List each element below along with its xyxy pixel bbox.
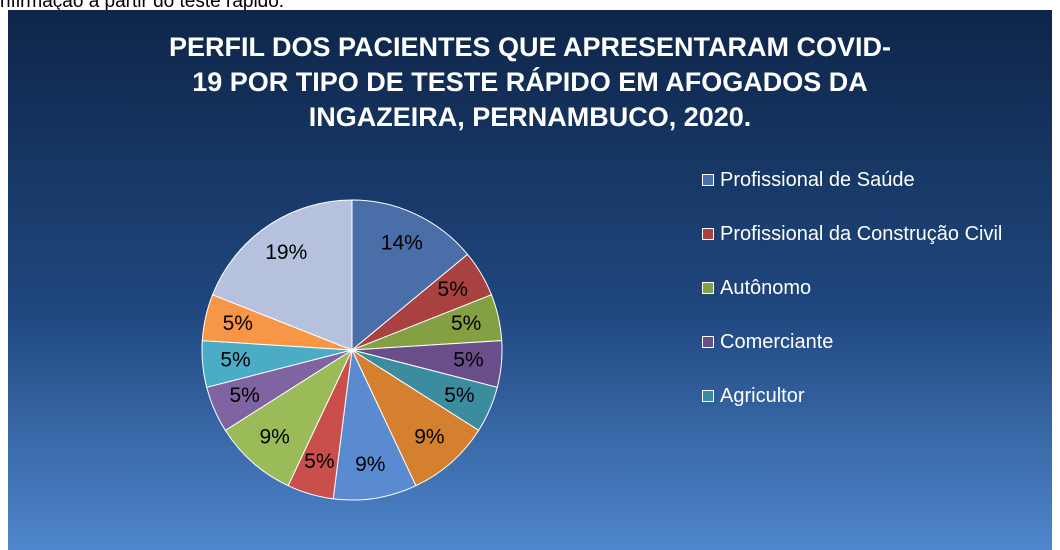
data-label: 5% [223,312,253,335]
data-label: 14% [381,232,423,255]
data-label: 5% [453,349,483,372]
legend-item: Agricultor [700,384,1040,408]
legend-item: Comerciante [700,330,1040,354]
legend-item: Profissional de Saúde [700,168,1040,192]
legend-swatch [702,174,714,186]
pie-slice [332,348,417,501]
data-label: 9% [414,425,444,448]
caption: nfirmação a partir do teste rápido. [0,0,285,12]
data-label: 9% [355,453,385,476]
data-label: 9% [259,425,289,448]
legend-label: Profissional da Construção Civil [720,223,1003,245]
legend-item: Autônomo [700,276,1040,300]
legend-swatch [702,228,714,240]
legend-swatch [702,336,714,348]
data-label: 5% [438,278,468,301]
data-label: 5% [229,384,259,407]
data-label: 5% [444,384,474,407]
legend: Profissional de Saúde Profissional da Con… [700,168,1040,438]
legend-swatch [702,390,714,402]
pie-slice [211,199,353,351]
data-label: 5% [451,312,481,335]
legend-swatch [702,282,714,294]
chart-panel [8,10,1052,550]
legend-label: Agricultor [720,385,805,407]
data-label: 5% [220,349,250,372]
legend-item: Profissional da Construção Civil [700,222,1040,246]
data-label: 5% [304,450,334,473]
pie-slice [224,348,354,487]
data-label: 19% [265,241,307,264]
legend-label: Comerciante [720,331,834,353]
pie-slice [351,199,469,352]
legend-label: Profissional de Saúde [720,169,915,191]
chart-title: PERFIL DOS PACIENTES QUE APRESENTARAM CO… [168,32,892,132]
pie-slice [350,348,480,487]
legend-label: Autônomo [720,277,812,299]
